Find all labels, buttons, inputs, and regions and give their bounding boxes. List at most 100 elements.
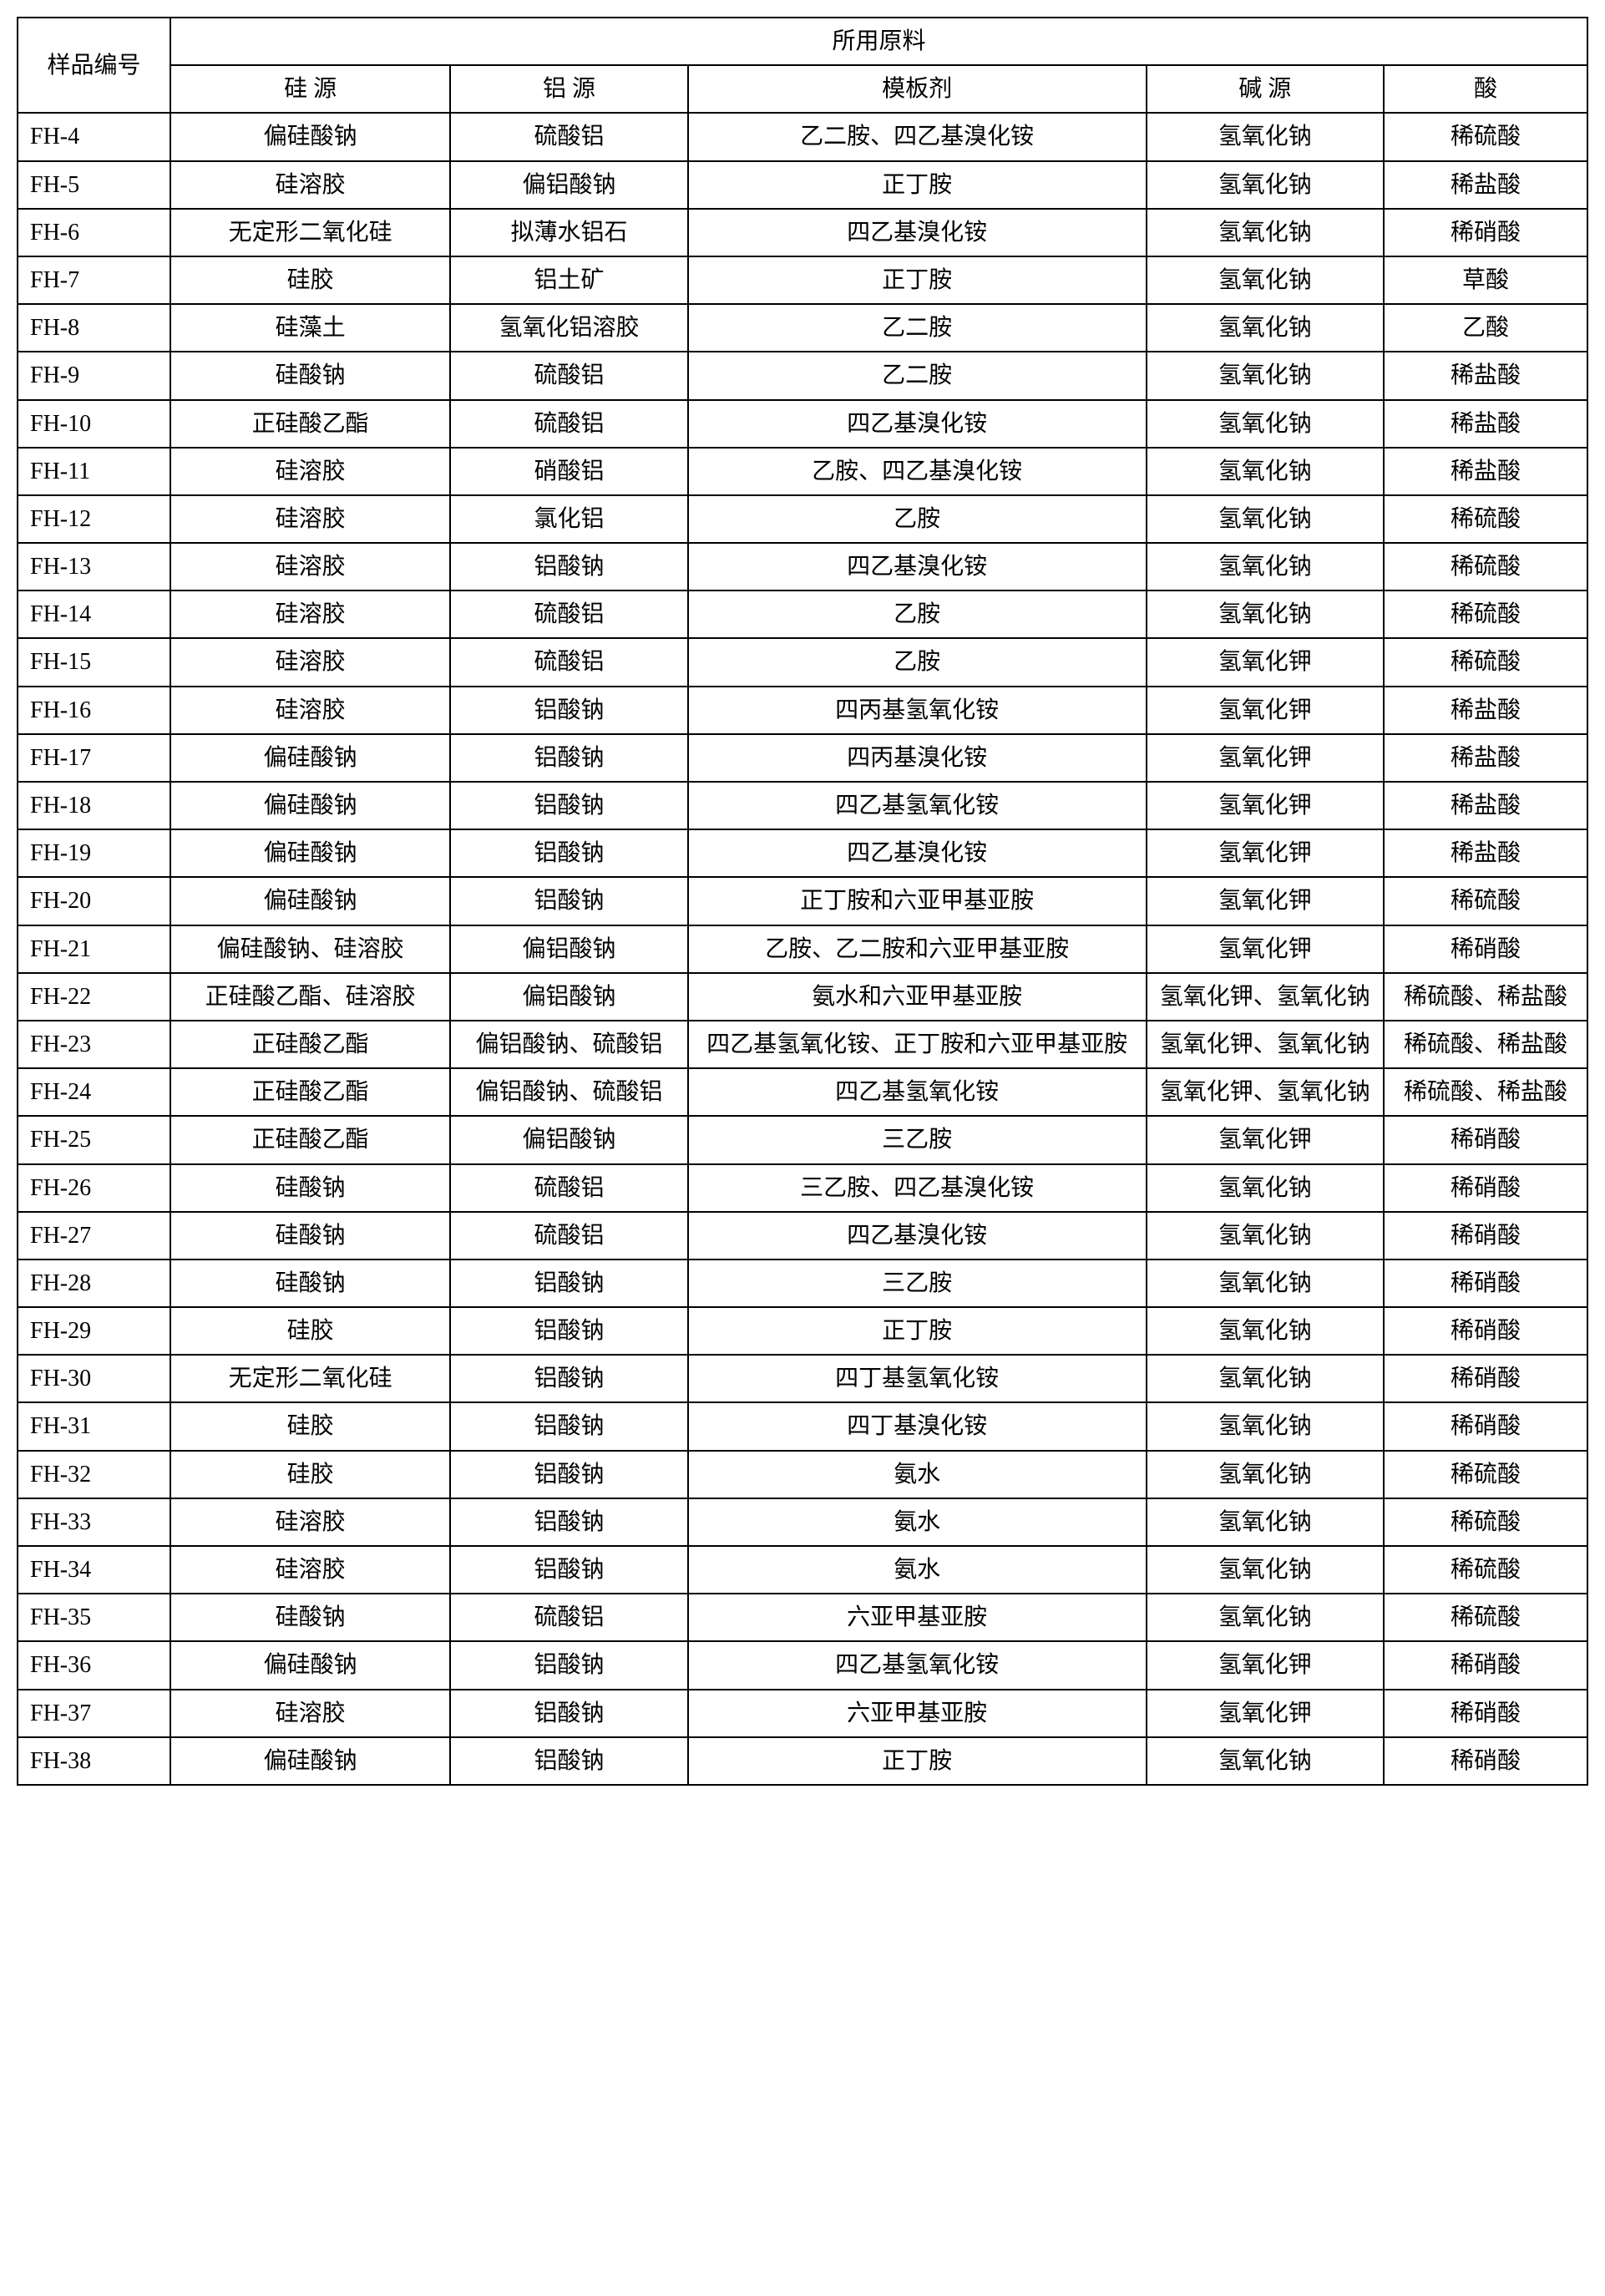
header-si-source: 硅 源 xyxy=(170,65,450,113)
cell-base-source: 氢氧化钠 xyxy=(1147,448,1385,495)
cell-sample-id: FH-31 xyxy=(18,1402,170,1450)
cell-si-source: 偏硅酸钠 xyxy=(170,877,450,925)
cell-sample-id: FH-9 xyxy=(18,352,170,399)
cell-si-source: 无定形二氧化硅 xyxy=(170,209,450,256)
table-row: FH-9硅酸钠硫酸铝乙二胺氢氧化钠稀盐酸 xyxy=(18,352,1587,399)
cell-sample-id: FH-23 xyxy=(18,1021,170,1068)
cell-base-source: 氢氧化钠 xyxy=(1147,400,1385,448)
cell-base-source: 氢氧化钠 xyxy=(1147,1402,1385,1450)
cell-al-source: 铝酸钠 xyxy=(450,1641,688,1689)
cell-sample-id: FH-24 xyxy=(18,1068,170,1116)
table-row: FH-26硅酸钠硫酸铝三乙胺、四乙基溴化铵氢氧化钠稀硝酸 xyxy=(18,1164,1587,1212)
cell-sample-id: FH-34 xyxy=(18,1546,170,1594)
cell-sample-id: FH-6 xyxy=(18,209,170,256)
cell-base-source: 氢氧化钠 xyxy=(1147,113,1385,160)
cell-template: 六亚甲基亚胺 xyxy=(688,1690,1147,1737)
cell-template: 氨水和六亚甲基亚胺 xyxy=(688,973,1147,1021)
cell-si-source: 无定形二氧化硅 xyxy=(170,1355,450,1402)
cell-base-source: 氢氧化钠 xyxy=(1147,495,1385,543)
cell-acid: 稀盐酸 xyxy=(1384,161,1587,209)
table-row: FH-33硅溶胶铝酸钠氨水氢氧化钠稀硫酸 xyxy=(18,1498,1587,1546)
cell-al-source: 铝酸钠 xyxy=(450,543,688,590)
cell-template: 三乙胺 xyxy=(688,1260,1147,1307)
cell-sample-id: FH-11 xyxy=(18,448,170,495)
cell-acid: 稀硝酸 xyxy=(1384,1402,1587,1450)
cell-base-source: 氢氧化钠 xyxy=(1147,1451,1385,1498)
cell-si-source: 偏硅酸钠 xyxy=(170,734,450,782)
cell-sample-id: FH-10 xyxy=(18,400,170,448)
cell-base-source: 氢氧化钠 xyxy=(1147,1355,1385,1402)
cell-sample-id: FH-17 xyxy=(18,734,170,782)
cell-template: 乙二胺 xyxy=(688,304,1147,352)
cell-base-source: 氢氧化钾 xyxy=(1147,1116,1385,1163)
cell-al-source: 铝酸钠 xyxy=(450,1355,688,1402)
header-al-source: 铝 源 xyxy=(450,65,688,113)
cell-sample-id: FH-25 xyxy=(18,1116,170,1163)
cell-si-source: 硅溶胶 xyxy=(170,543,450,590)
cell-acid: 稀硝酸 xyxy=(1384,209,1587,256)
cell-acid: 稀硫酸 xyxy=(1384,1451,1587,1498)
cell-al-source: 偏铝酸钠 xyxy=(450,161,688,209)
cell-si-source: 硅溶胶 xyxy=(170,687,450,734)
table-row: FH-8硅藻土氢氧化铝溶胶乙二胺氢氧化钠乙酸 xyxy=(18,304,1587,352)
table-row: FH-16硅溶胶铝酸钠四丙基氢氧化铵氢氧化钾稀盐酸 xyxy=(18,687,1587,734)
cell-al-source: 硫酸铝 xyxy=(450,113,688,160)
table-row: FH-13硅溶胶铝酸钠四乙基溴化铵氢氧化钠稀硫酸 xyxy=(18,543,1587,590)
cell-base-source: 氢氧化钠 xyxy=(1147,1498,1385,1546)
cell-template: 四乙基溴化铵 xyxy=(688,400,1147,448)
header-row-2: 硅 源 铝 源 模板剂 碱 源 酸 xyxy=(18,65,1587,113)
table-row: FH-30无定形二氧化硅铝酸钠四丁基氢氧化铵氢氧化钠稀硝酸 xyxy=(18,1355,1587,1402)
cell-sample-id: FH-28 xyxy=(18,1260,170,1307)
cell-si-source: 硅酸钠 xyxy=(170,1260,450,1307)
cell-si-source: 硅胶 xyxy=(170,1307,450,1355)
cell-sample-id: FH-32 xyxy=(18,1451,170,1498)
cell-template: 四乙基氢氧化铵 xyxy=(688,1641,1147,1689)
cell-si-source: 硅酸钠 xyxy=(170,1164,450,1212)
cell-si-source: 正硅酸乙酯、硅溶胶 xyxy=(170,973,450,1021)
cell-acid: 稀盐酸 xyxy=(1384,734,1587,782)
table-row: FH-22正硅酸乙酯、硅溶胶偏铝酸钠氨水和六亚甲基亚胺氢氧化钾、氢氧化钠稀硫酸、… xyxy=(18,973,1587,1021)
cell-al-source: 铝酸钠 xyxy=(450,877,688,925)
cell-si-source: 硅溶胶 xyxy=(170,1546,450,1594)
table-row: FH-18偏硅酸钠铝酸钠四乙基氢氧化铵氢氧化钾稀盐酸 xyxy=(18,782,1587,829)
cell-acid: 稀硫酸、稀盐酸 xyxy=(1384,973,1587,1021)
cell-si-source: 硅胶 xyxy=(170,256,450,304)
cell-acid: 稀硫酸 xyxy=(1384,543,1587,590)
cell-sample-id: FH-13 xyxy=(18,543,170,590)
cell-al-source: 硫酸铝 xyxy=(450,400,688,448)
table-row: FH-4偏硅酸钠硫酸铝乙二胺、四乙基溴化铵氢氧化钠稀硫酸 xyxy=(18,113,1587,160)
cell-al-source: 铝酸钠 xyxy=(450,1451,688,1498)
table-row: FH-11硅溶胶硝酸铝乙胺、四乙基溴化铵氢氧化钠稀盐酸 xyxy=(18,448,1587,495)
cell-si-source: 硅溶胶 xyxy=(170,495,450,543)
cell-si-source: 正硅酸乙酯 xyxy=(170,400,450,448)
cell-acid: 稀硝酸 xyxy=(1384,1307,1587,1355)
cell-template: 四丙基氢氧化铵 xyxy=(688,687,1147,734)
cell-base-source: 氢氧化钠 xyxy=(1147,256,1385,304)
table-row: FH-35硅酸钠硫酸铝六亚甲基亚胺氢氧化钠稀硫酸 xyxy=(18,1594,1587,1641)
cell-acid: 稀盐酸 xyxy=(1384,782,1587,829)
cell-si-source: 正硅酸乙酯 xyxy=(170,1021,450,1068)
cell-acid: 稀硫酸 xyxy=(1384,113,1587,160)
cell-si-source: 偏硅酸钠 xyxy=(170,1641,450,1689)
cell-base-source: 氢氧化钠 xyxy=(1147,1260,1385,1307)
cell-template: 氨水 xyxy=(688,1546,1147,1594)
cell-acid: 稀盐酸 xyxy=(1384,400,1587,448)
table-row: FH-37硅溶胶铝酸钠六亚甲基亚胺氢氧化钾稀硝酸 xyxy=(18,1690,1587,1737)
cell-template: 乙胺、乙二胺和六亚甲基亚胺 xyxy=(688,925,1147,973)
cell-template: 乙二胺 xyxy=(688,352,1147,399)
header-template: 模板剂 xyxy=(688,65,1147,113)
cell-sample-id: FH-36 xyxy=(18,1641,170,1689)
cell-template: 四乙基氢氧化铵 xyxy=(688,1068,1147,1116)
cell-template: 乙胺 xyxy=(688,638,1147,686)
cell-base-source: 氢氧化钠 xyxy=(1147,1212,1385,1260)
table-row: FH-36偏硅酸钠铝酸钠四乙基氢氧化铵氢氧化钾稀硝酸 xyxy=(18,1641,1587,1689)
cell-al-source: 铝酸钠 xyxy=(450,734,688,782)
table-row: FH-17偏硅酸钠铝酸钠四丙基溴化铵氢氧化钾稀盐酸 xyxy=(18,734,1587,782)
cell-sample-id: FH-16 xyxy=(18,687,170,734)
cell-template: 四丁基溴化铵 xyxy=(688,1402,1147,1450)
cell-acid: 稀硝酸 xyxy=(1384,1355,1587,1402)
cell-sample-id: FH-21 xyxy=(18,925,170,973)
materials-table: 样品编号 所用原料 硅 源 铝 源 模板剂 碱 源 酸 FH-4偏硅酸钠硫酸铝乙… xyxy=(17,17,1588,1786)
header-base-source: 碱 源 xyxy=(1147,65,1385,113)
cell-sample-id: FH-15 xyxy=(18,638,170,686)
